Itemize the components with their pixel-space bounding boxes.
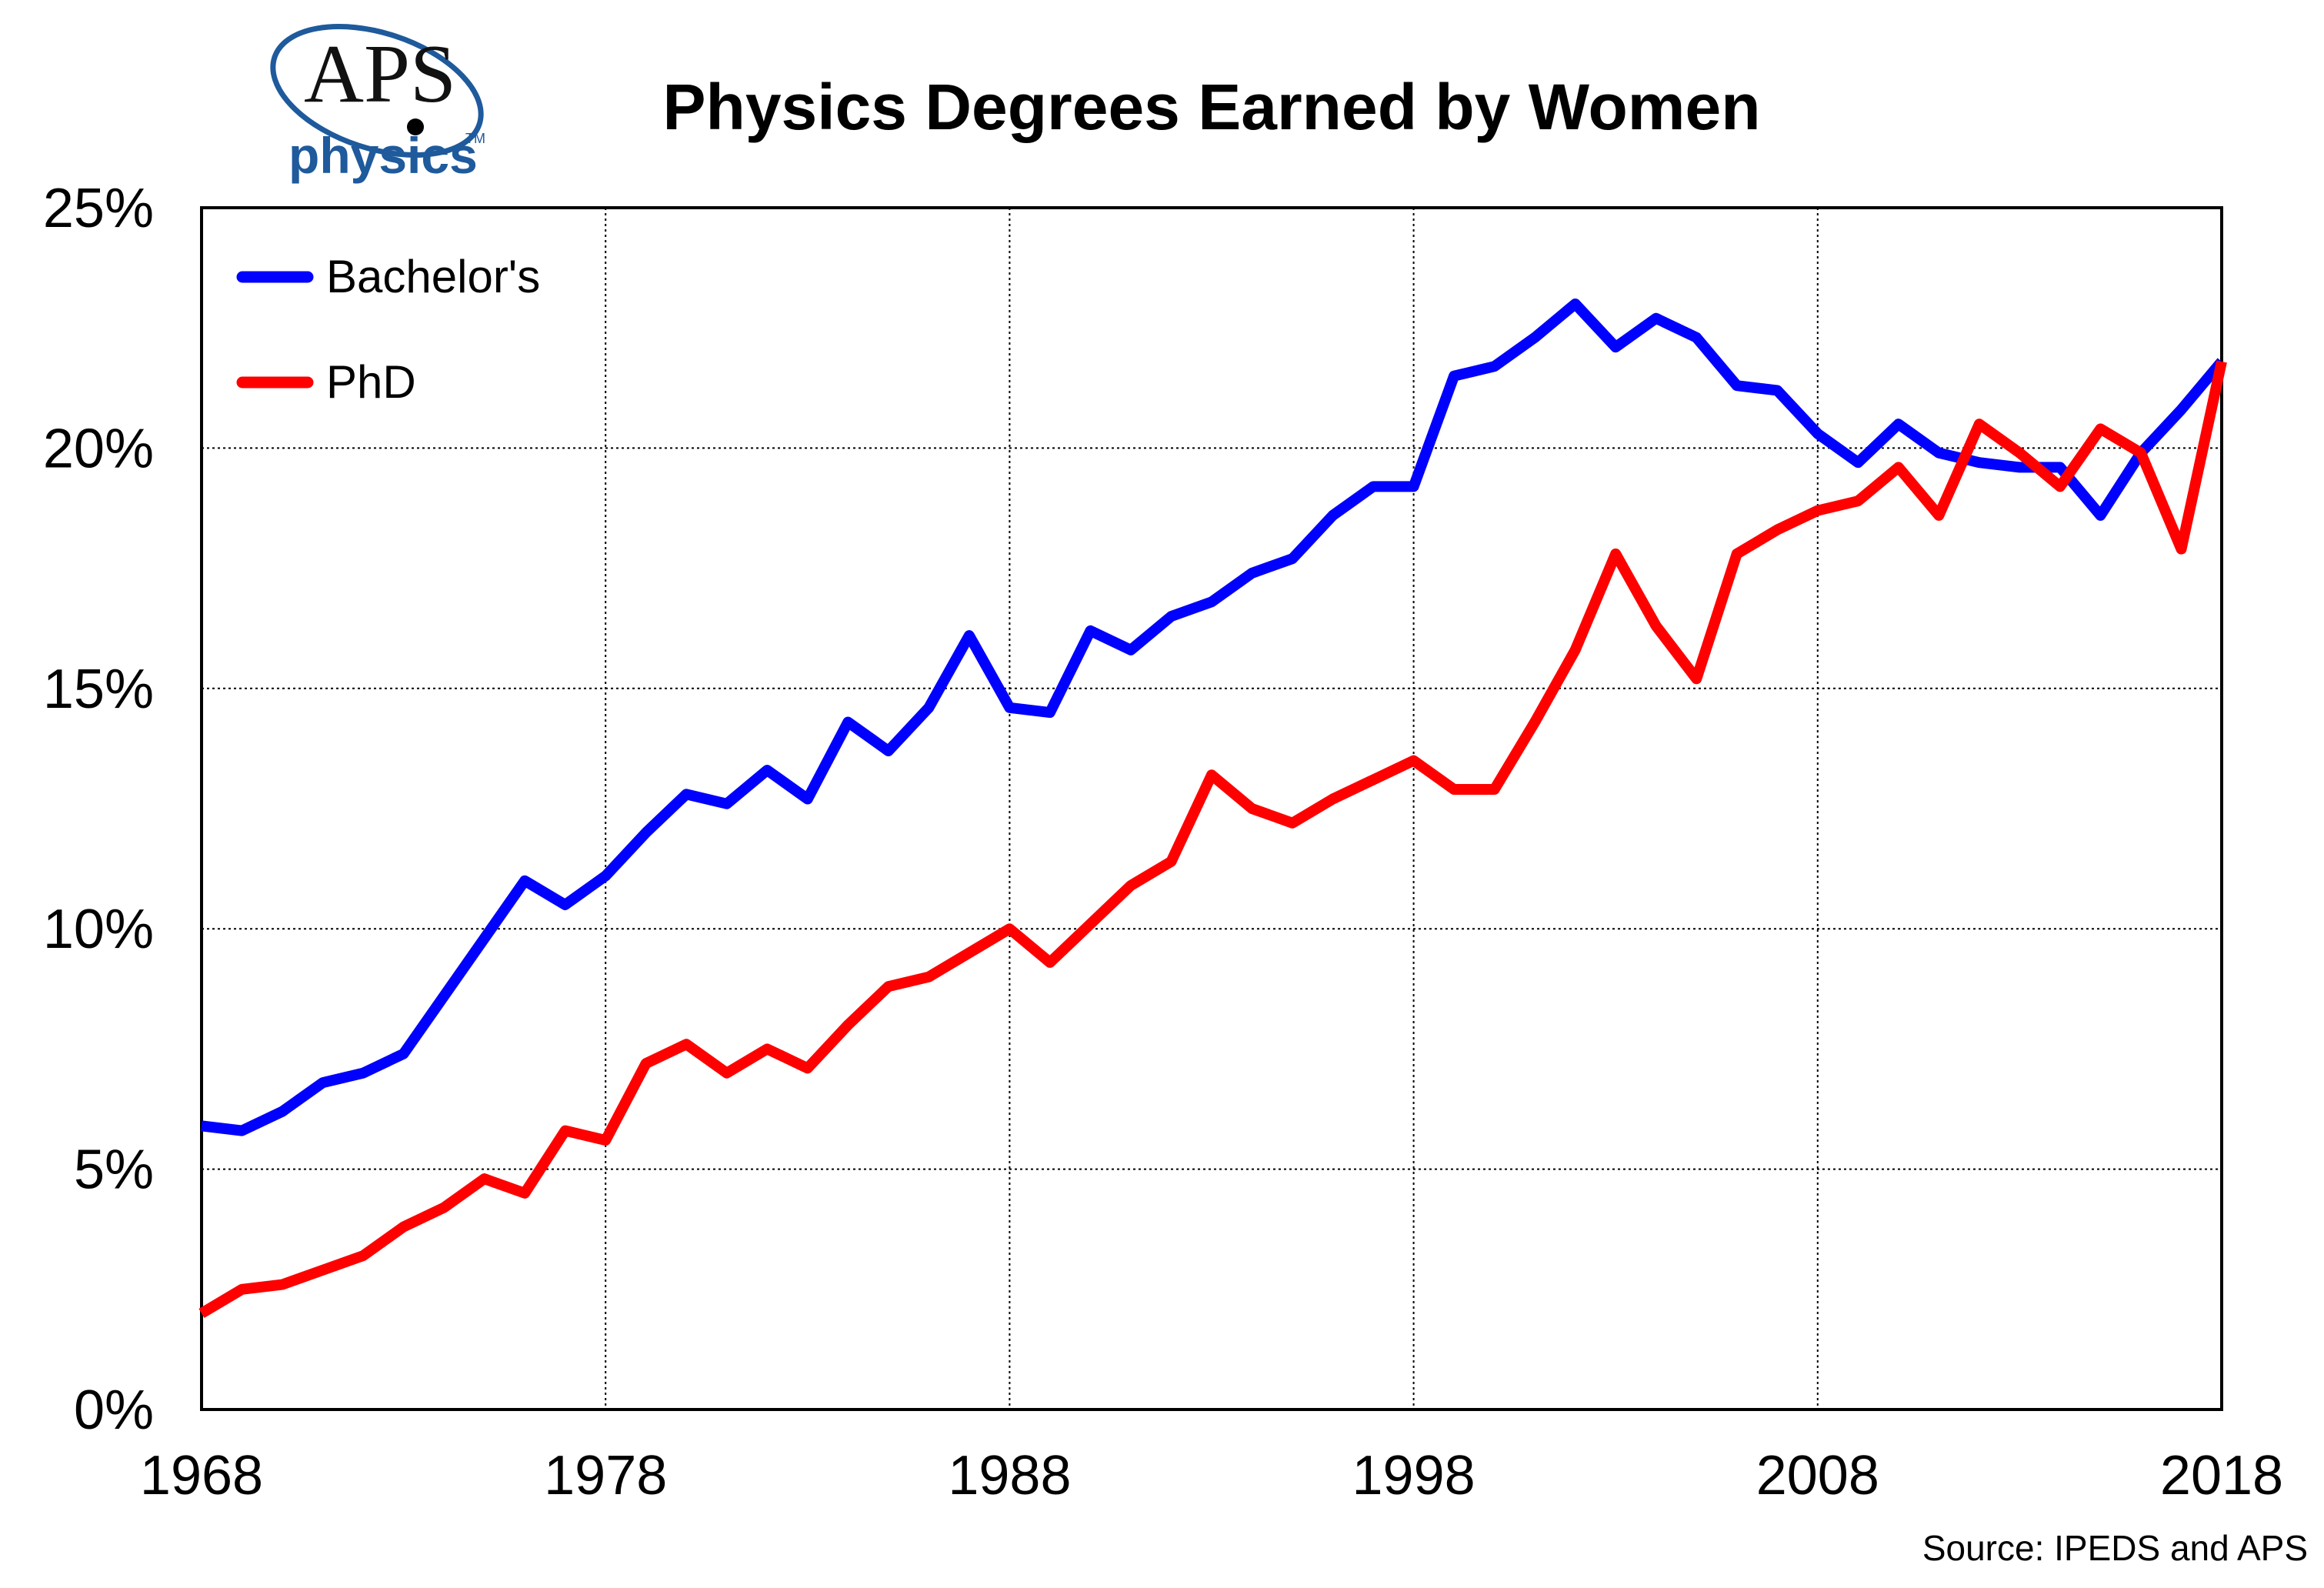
plot-frame [200, 206, 2223, 1411]
legend-label-bachelors: Bachelor's [326, 251, 540, 302]
logo-physics-text: physics [288, 127, 478, 184]
x-tick-label: 2018 [2160, 1445, 2283, 1506]
x-tick-labels: 1968 1978 1988 1998 2008 2018 [140, 1445, 2283, 1506]
source-note: Source: IPEDS and APS [1922, 1528, 2308, 1568]
x-tick-label: 1978 [544, 1445, 667, 1506]
y-tick-label: 5% [74, 1139, 154, 1201]
legend-label-phd: PhD [326, 356, 416, 408]
plot-border [200, 206, 2223, 1411]
logo-tm: TM [465, 131, 485, 146]
x-tick-label: 2008 [1756, 1445, 1879, 1506]
chart-title: Physics Degrees Earned by Women [662, 71, 1760, 143]
logo-dot [407, 118, 424, 135]
logo-aps-text: APS [304, 28, 456, 120]
y-tick-label: 15% [43, 659, 154, 720]
x-tick-label: 1988 [948, 1445, 1071, 1506]
x-tick-label: 1998 [1352, 1445, 1475, 1506]
series-line-bachelors [201, 298, 2226, 1136]
logo-swoosh [270, 24, 484, 158]
y-tick-label: 25% [43, 178, 154, 239]
series-layer [198, 298, 2227, 1319]
legend: Bachelor's PhD [236, 251, 540, 408]
x-tick-label: 1968 [140, 1445, 263, 1506]
y-tick-label: 0% [74, 1379, 154, 1441]
y-tick-label: 10% [43, 899, 154, 960]
series-line-phd [198, 360, 2227, 1319]
grid-layer [202, 208, 2222, 1410]
y-tick-labels: 0% 5% 10% 15% 20% 25% [43, 178, 154, 1441]
y-tick-label: 20% [43, 418, 154, 479]
aps-logo: APS physics TM [270, 24, 485, 184]
